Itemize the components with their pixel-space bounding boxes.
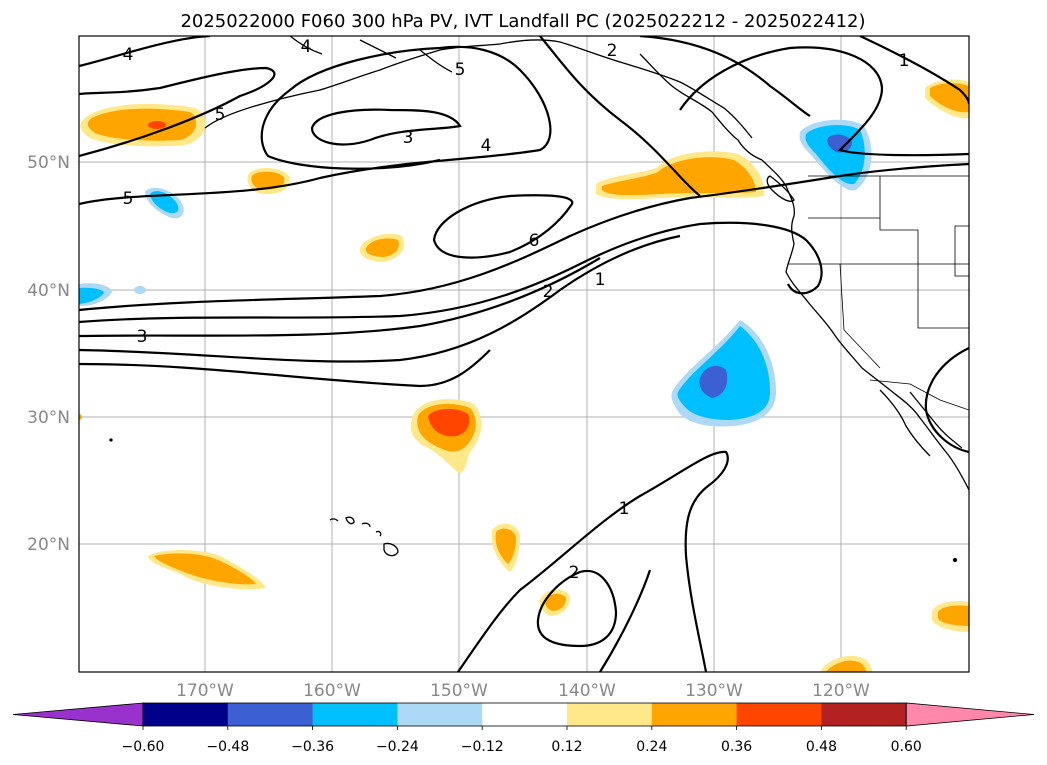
colorbar-segment xyxy=(312,703,398,726)
lat-label: 50°N xyxy=(27,153,70,173)
contour-line xyxy=(310,108,462,146)
contour-line xyxy=(639,36,811,117)
longitude-labels: 170°W 160°W 150°W 140°W 130°W 120°W xyxy=(176,681,870,701)
pv-positive-patch xyxy=(87,108,196,141)
contour-label: 1 xyxy=(899,51,910,71)
contour-label: 4 xyxy=(123,45,134,65)
lon-label: 170°W xyxy=(176,681,234,701)
colorbar-tick-label: −0.60 xyxy=(122,739,165,755)
colorbar-frame xyxy=(142,702,907,727)
map-title: 2025022000 F060 300 hPa PV, IVT Landfall… xyxy=(180,11,865,32)
colorbar-tick-label: 0.48 xyxy=(806,739,837,755)
contour-line xyxy=(457,450,729,672)
lon-label: 150°W xyxy=(430,681,488,701)
map-frame xyxy=(78,35,970,673)
pv-negative-core xyxy=(699,365,728,398)
contour-line xyxy=(79,349,491,388)
pv-positive-patch xyxy=(495,528,516,564)
baja-peninsula xyxy=(879,389,931,457)
contour-label: 5 xyxy=(455,60,466,80)
na-west-coast xyxy=(761,159,969,491)
colorbar-extend-low xyxy=(12,702,144,727)
contour-line xyxy=(599,569,652,672)
colorbar-tick-label: −0.12 xyxy=(461,739,504,755)
colorbar-segment xyxy=(143,703,229,726)
contour-label: 1 xyxy=(595,270,606,290)
contour-label: 2 xyxy=(569,563,580,583)
pv-positive-patch xyxy=(545,593,566,611)
hawaii-islands xyxy=(329,516,399,557)
colorbar: −0.60 −0.48 −0.36 −0.24 −0.12 0.12 0.24 0.36 0.4… xyxy=(12,702,1035,755)
contour-line xyxy=(79,45,552,206)
colorbar-tick-label: 0.12 xyxy=(551,739,582,755)
contour-label: 3 xyxy=(403,128,414,148)
lon-label: 160°W xyxy=(303,681,361,701)
pv-contours xyxy=(79,36,969,672)
lat-label: 30°N xyxy=(27,408,70,428)
lat-label: 20°N xyxy=(27,535,70,555)
colorbar-tick-label: 0.24 xyxy=(636,739,667,755)
contour-line xyxy=(924,347,969,454)
contour-label: 5 xyxy=(123,189,134,209)
lon-label: 120°W xyxy=(812,681,870,701)
pv-positive-patch xyxy=(938,605,969,626)
colorbar-tick-label: −0.24 xyxy=(376,739,419,755)
contour-line xyxy=(79,257,601,338)
pv-positive-patch xyxy=(154,553,256,585)
political-borders xyxy=(788,175,969,411)
contour-line xyxy=(79,221,823,324)
lon-label: 130°W xyxy=(685,681,743,701)
pv-negative-core xyxy=(827,134,852,153)
contour-line xyxy=(79,66,276,158)
contour-label: 2 xyxy=(543,282,554,302)
pv-shading xyxy=(79,79,969,672)
pv-positive-core xyxy=(428,408,470,437)
contour-line xyxy=(859,36,969,105)
colorbar-segment xyxy=(821,703,907,726)
contour-label: 3 xyxy=(137,327,148,347)
vancouver-island xyxy=(766,175,795,202)
contour-label: 4 xyxy=(301,37,312,57)
pv-positive-patch xyxy=(365,238,399,257)
colorbar-extend-high xyxy=(905,702,1035,727)
pv-negative-patch xyxy=(79,287,104,304)
aleutian-coast xyxy=(204,39,753,139)
colorbar-segment xyxy=(651,703,738,726)
colorbar-tick-label: 0.60 xyxy=(891,739,922,755)
contour-label: 6 xyxy=(529,231,540,251)
contour-line xyxy=(539,36,701,197)
colorbar-tick-label: −0.36 xyxy=(291,739,334,755)
pv-negative-patch xyxy=(134,286,146,294)
contour-label: 2 xyxy=(607,41,618,61)
lat-label: 40°N xyxy=(27,281,70,301)
colorbar-tick-label: 0.36 xyxy=(721,739,752,755)
colorbar-tick-label: −0.48 xyxy=(206,739,249,755)
gulf-of-california xyxy=(909,391,963,449)
colorbar-segment xyxy=(736,703,822,726)
contour-line xyxy=(432,194,574,259)
colorbar-segment xyxy=(227,703,314,726)
contour-line xyxy=(79,162,969,312)
contour-label-group: 4 4 5 2 1 5 3 4 5 6 2 1 3 1 2 xyxy=(123,37,910,583)
colorbar-segment xyxy=(397,703,483,726)
alaska-panhandle xyxy=(639,53,763,161)
contour-line xyxy=(79,36,211,68)
contour-label: 1 xyxy=(619,499,630,519)
alaska-interior-coast xyxy=(289,36,453,73)
contour-label: 4 xyxy=(481,136,492,156)
pv-positive-patch xyxy=(826,660,866,672)
lon-label: 140°W xyxy=(558,681,616,701)
pv-positive-patch xyxy=(251,171,285,190)
colorbar-segment xyxy=(482,703,568,726)
contour-line xyxy=(679,46,969,157)
contour-label: 5 xyxy=(215,105,226,125)
latitude-labels: 50°N 40°N 30°N 20°N xyxy=(27,153,70,555)
colorbar-segment xyxy=(567,703,653,726)
contour-line xyxy=(79,234,681,363)
pv-positive-core xyxy=(148,121,166,129)
coastlines xyxy=(109,36,969,563)
contour-line xyxy=(536,569,618,648)
